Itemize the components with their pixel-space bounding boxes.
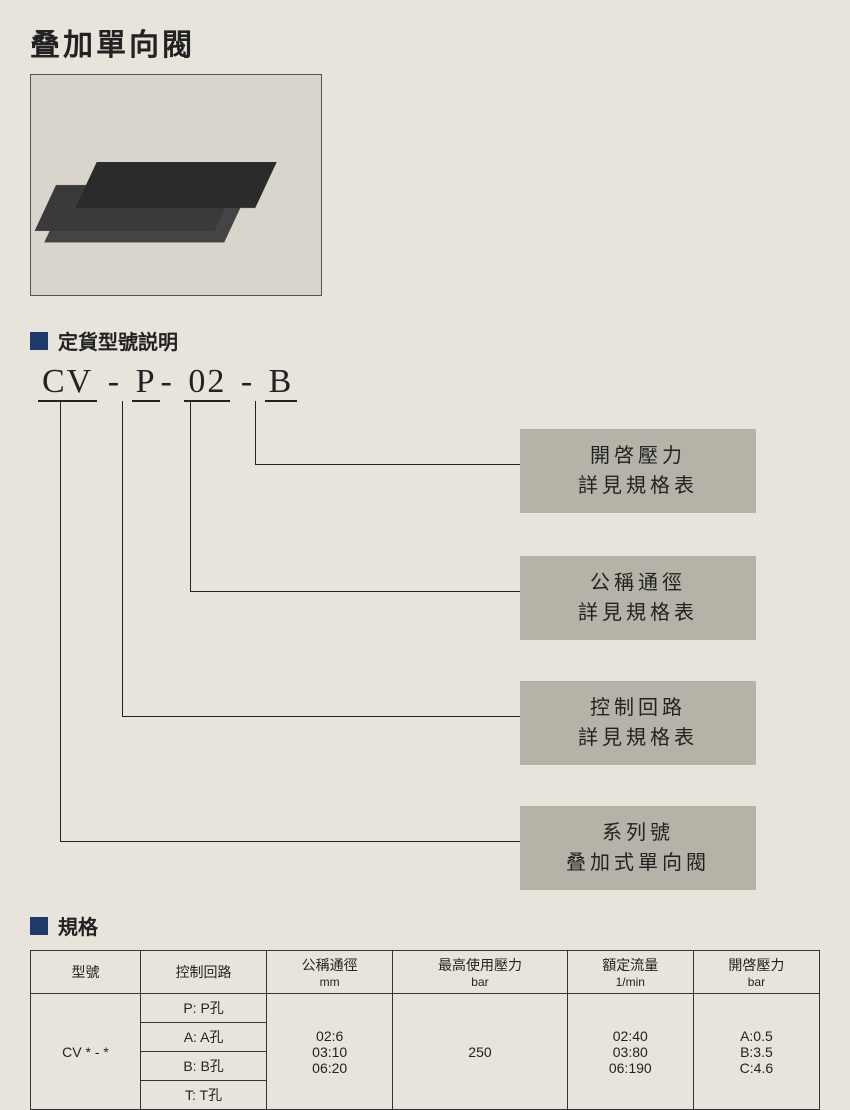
col-flow: 額定流量 1/min [567,951,693,994]
cell-model: CV * - * [31,994,141,1110]
model-code: CV - P- 02 - B [38,363,820,401]
valve-illustration [75,162,276,208]
page-title: 叠加單向閥 [30,20,820,64]
label-line1: 系列號 [538,818,738,848]
label-line2: 詳見規格表 [538,723,738,753]
label-line1: 公稱通徑 [538,568,738,598]
label-nominal-dia: 公稱通徑 詳見規格表 [520,556,756,640]
col-maxpress: 最高使用壓力 bar [393,951,567,994]
col-crack: 開啓壓力 bar [693,951,819,994]
code-part-b: B [265,363,298,402]
cell-control-t: T: T孔 [141,1081,267,1110]
cell-maxpress: 250 [393,994,567,1110]
section-spec: 規格 [30,911,820,940]
table-header-row: 型號 控制回路 公稱通徑 mm 最高使用壓力 bar 額定流量 1/min 開啓… [31,951,820,994]
label-line2: 詳見規格表 [538,598,738,628]
label-line1: 控制回路 [538,693,738,723]
cell-crack: A:0.5 B:3.5 C:4.6 [693,994,819,1110]
section-heading: 定貨型號説明 [58,326,178,355]
label-crack-pressure: 開啓壓力 詳見規格表 [520,429,756,513]
cell-control-p: P: P孔 [141,994,267,1023]
col-model: 型號 [31,951,141,994]
cell-control-b: B: B孔 [141,1052,267,1081]
section-order-code: 定貨型號説明 [30,326,820,355]
cell-flow: 02:40 03:80 06:190 [567,994,693,1110]
cell-control-a: A: A孔 [141,1023,267,1052]
ordering-diagram: 開啓壓力 詳見規格表 公稱通徑 詳見規格表 控制回路 詳見規格表 系列號 叠加式… [30,401,820,901]
label-line1: 開啓壓力 [538,441,738,471]
spec-table: 型號 控制回路 公稱通徑 mm 最高使用壓力 bar 額定流量 1/min 開啓… [30,950,820,1110]
label-series: 系列號 叠加式單向閥 [520,806,756,890]
cell-nominal: 02:6 03:10 06:20 [267,994,393,1110]
product-photo [30,74,322,296]
code-part-cv: CV [38,363,97,402]
square-marker-icon [30,917,48,935]
label-line2: 詳見規格表 [538,471,738,501]
label-control-circuit: 控制回路 詳見規格表 [520,681,756,765]
col-nominal: 公稱通徑 mm [267,951,393,994]
section-heading: 規格 [58,911,98,940]
code-part-02: 02 [184,363,230,402]
code-part-p: P [132,363,161,402]
table-row: CV * - * P: P孔 02:6 03:10 06:20 250 02:4… [31,994,820,1023]
square-marker-icon [30,332,48,350]
col-control: 控制回路 [141,951,267,994]
label-line2: 叠加式單向閥 [538,848,738,878]
